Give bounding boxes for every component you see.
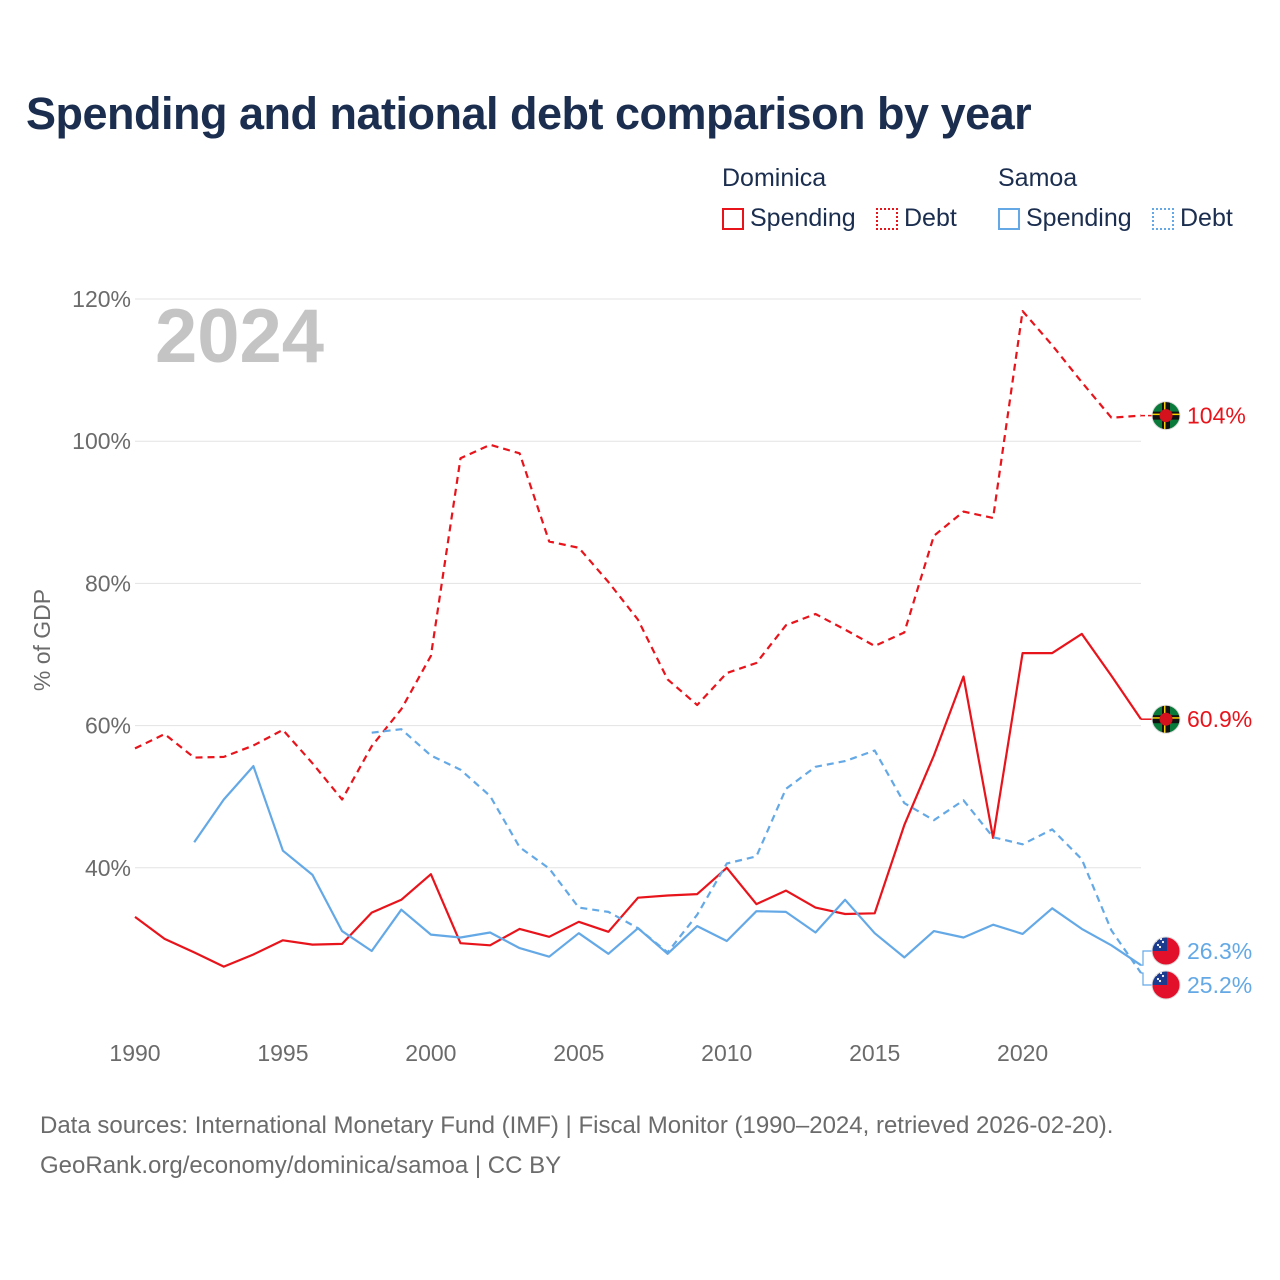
y-tick-label: 40% — [85, 855, 131, 881]
data-source-text: Data sources: International Monetary Fun… — [40, 1112, 1114, 1139]
footer: Data sources: International Monetary Fun… — [40, 1106, 1113, 1186]
flag-ring — [1151, 401, 1181, 431]
flag-body — [1152, 401, 1180, 430]
end-value-label: 26.3% — [1187, 938, 1252, 964]
legend-label-samoa-spending: Spending — [1026, 204, 1132, 232]
dominica-flag-icon — [1151, 704, 1181, 734]
y-tick-label: 60% — [85, 713, 131, 739]
chart-title: Spending and national debt comparison by… — [26, 88, 1032, 139]
legend-label-samoa-debt: Debt — [1180, 204, 1233, 232]
x-tick-label: 1990 — [109, 1040, 160, 1066]
flag-disc — [1159, 712, 1173, 726]
flag-star — [1161, 940, 1165, 944]
end-value-label: 104% — [1187, 403, 1246, 429]
legend-country-samoa: Samoa — [998, 164, 1078, 192]
legend-swatch-samoa-spending — [998, 207, 1020, 230]
flag-body — [1152, 971, 1180, 999]
flag-disc — [1159, 409, 1173, 423]
legend-item-dominica-debt[interactable]: Debt — [876, 204, 957, 233]
flag-star — [1161, 974, 1165, 978]
y-tick-label: 120% — [72, 286, 131, 312]
x-tick-label: 2015 — [849, 1040, 900, 1066]
line-chart: 2024 % of GDP 40% 60% 80% 100% 120% 1990 1995 2… — [29, 286, 1252, 1066]
legend-swatch-dominica-debt — [876, 207, 898, 230]
samoa-flag-icon — [1151, 936, 1181, 966]
grid-layer — [135, 298, 1141, 869]
flag-body — [1152, 705, 1180, 734]
y-tick-label: 80% — [85, 570, 131, 596]
axis-layer: 40% 60% 80% 100% 120% 1990 1995 2000 2005 2010 201… — [72, 286, 1048, 1066]
flag-ring — [1151, 970, 1181, 1000]
legend-item-samoa-debt[interactable]: Debt — [1152, 204, 1233, 233]
flag-star — [1156, 943, 1160, 947]
end-value-label: 25.2% — [1187, 972, 1252, 998]
end-label-layer: 104% 60.9% 26.3% 25.2% — [1141, 401, 1252, 1000]
legend-swatch-dominica-spending — [722, 207, 744, 230]
flag-ring — [1151, 704, 1181, 734]
x-tick-label: 2010 — [701, 1040, 752, 1066]
legend-label-dominica-spending: Spending — [750, 204, 856, 232]
x-tick-label: 2020 — [997, 1040, 1048, 1066]
attribution-text: GeoRank.org/economy/dominica/samoa | CC … — [40, 1152, 562, 1179]
x-tick-label: 2000 — [405, 1040, 456, 1066]
flag-star — [1158, 945, 1162, 949]
end-value-label: 60.9% — [1187, 706, 1252, 732]
x-tick-label: 2005 — [553, 1040, 604, 1066]
legend-item-samoa-spending[interactable]: Spending — [998, 204, 1132, 233]
dominica-debt-line — [134, 310, 1142, 801]
samoa-debt-line — [371, 728, 1142, 974]
legend-swatch-samoa-debt — [1152, 207, 1174, 230]
year-watermark: 2024 — [155, 294, 324, 379]
legend-label-dominica-debt: Debt — [904, 204, 957, 232]
series-layer — [134, 310, 1142, 974]
flag-star — [1156, 977, 1160, 981]
flag-ring — [1151, 936, 1181, 966]
flag-star — [1158, 979, 1162, 983]
legend-country-dominica: Dominica — [722, 164, 827, 192]
legend-item-dominica-spending[interactable]: Spending — [722, 204, 856, 233]
samoa-spending-line — [193, 764, 1142, 967]
dominica-spending-line — [134, 632, 1142, 968]
dominica-flag-icon — [1151, 401, 1181, 431]
end-label-connector — [1141, 950, 1152, 966]
y-axis-title: % of GDP — [29, 589, 55, 691]
end-label-connector — [1141, 972, 1152, 986]
samoa-flag-icon — [1151, 970, 1181, 1000]
x-tick-label: 1995 — [257, 1040, 308, 1066]
y-tick-label: 100% — [72, 428, 131, 454]
